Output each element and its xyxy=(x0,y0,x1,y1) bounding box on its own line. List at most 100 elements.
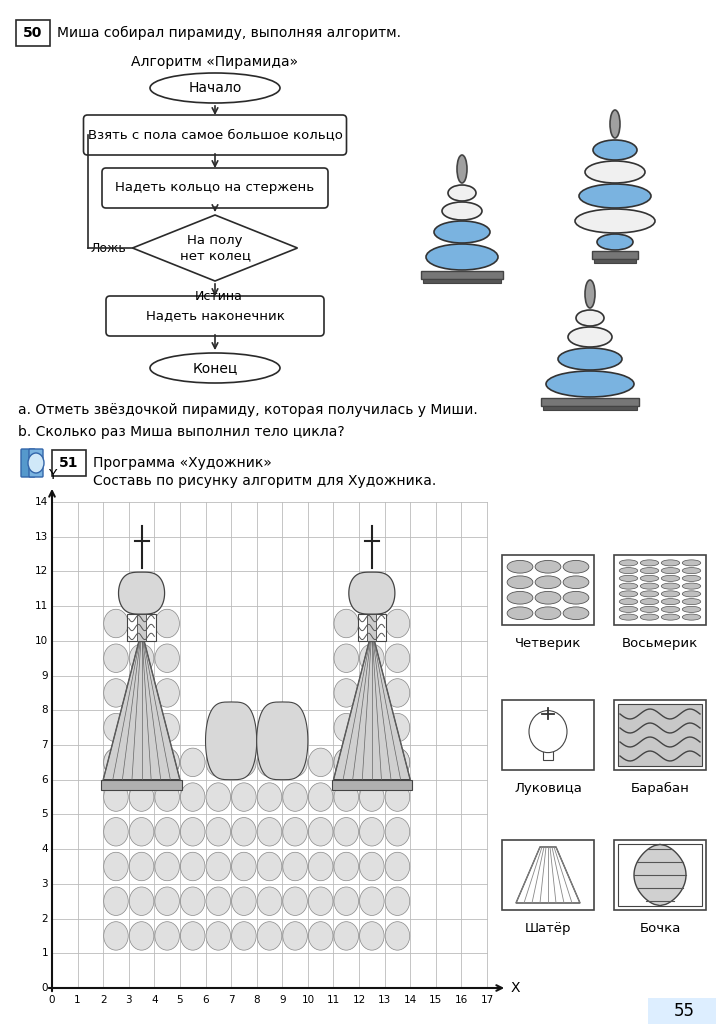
Text: 1: 1 xyxy=(74,995,81,1005)
Ellipse shape xyxy=(130,887,154,915)
Ellipse shape xyxy=(334,644,359,673)
Ellipse shape xyxy=(662,606,679,612)
FancyBboxPatch shape xyxy=(502,700,594,770)
Ellipse shape xyxy=(334,679,359,708)
Ellipse shape xyxy=(507,560,533,573)
Ellipse shape xyxy=(257,749,282,776)
Ellipse shape xyxy=(155,852,180,881)
Ellipse shape xyxy=(180,922,205,950)
Text: 11: 11 xyxy=(326,995,340,1005)
Text: 8: 8 xyxy=(253,995,260,1005)
Bar xyxy=(127,614,155,641)
Bar xyxy=(52,502,487,988)
Ellipse shape xyxy=(640,583,659,589)
Ellipse shape xyxy=(283,922,307,950)
Ellipse shape xyxy=(546,371,634,397)
Ellipse shape xyxy=(180,887,205,915)
Text: 9: 9 xyxy=(279,995,286,1005)
Bar xyxy=(543,406,637,410)
Text: Миша собирал пирамиду, выполняя алгоритм.: Миша собирал пирамиду, выполняя алгоритм… xyxy=(57,26,401,40)
Ellipse shape xyxy=(563,560,589,573)
Ellipse shape xyxy=(619,583,638,589)
Ellipse shape xyxy=(640,560,659,566)
Text: 14: 14 xyxy=(404,995,417,1005)
Ellipse shape xyxy=(385,714,410,741)
Text: 9: 9 xyxy=(42,671,48,681)
Text: Y: Y xyxy=(48,468,56,482)
Ellipse shape xyxy=(257,887,282,915)
Ellipse shape xyxy=(309,782,333,811)
Ellipse shape xyxy=(283,749,307,776)
Ellipse shape xyxy=(130,714,154,741)
Ellipse shape xyxy=(448,185,476,201)
Bar xyxy=(541,398,639,406)
Ellipse shape xyxy=(232,922,256,950)
Ellipse shape xyxy=(619,591,638,597)
Bar xyxy=(421,271,503,279)
Ellipse shape xyxy=(28,453,44,473)
Ellipse shape xyxy=(104,714,128,741)
Ellipse shape xyxy=(619,567,638,573)
Text: X: X xyxy=(511,981,521,995)
Text: Начало: Начало xyxy=(188,81,242,95)
Ellipse shape xyxy=(434,221,490,243)
Ellipse shape xyxy=(130,749,154,776)
Ellipse shape xyxy=(130,749,154,776)
Ellipse shape xyxy=(130,852,154,881)
Ellipse shape xyxy=(334,609,359,638)
Text: 1: 1 xyxy=(42,948,48,958)
Ellipse shape xyxy=(619,599,638,604)
Text: Конец: Конец xyxy=(193,361,238,375)
Ellipse shape xyxy=(662,591,679,597)
Ellipse shape xyxy=(104,782,128,811)
Ellipse shape xyxy=(130,609,154,638)
Text: 3: 3 xyxy=(125,995,132,1005)
Ellipse shape xyxy=(180,782,205,811)
Ellipse shape xyxy=(507,575,533,589)
Ellipse shape xyxy=(585,161,645,183)
Text: Шатёр: Шатёр xyxy=(525,922,571,935)
Text: 51: 51 xyxy=(59,456,79,470)
Polygon shape xyxy=(349,572,395,614)
Text: 8: 8 xyxy=(42,706,48,716)
Bar xyxy=(618,844,702,906)
Ellipse shape xyxy=(130,922,154,950)
Text: Взять с пола самое большое кольцо: Взять с пола самое большое кольцо xyxy=(87,128,342,141)
Ellipse shape xyxy=(150,353,280,383)
Text: 10: 10 xyxy=(301,995,314,1005)
Ellipse shape xyxy=(155,644,180,673)
Text: Надеть наконечник: Надеть наконечник xyxy=(145,309,284,323)
Bar xyxy=(423,279,501,283)
Ellipse shape xyxy=(155,749,180,776)
Ellipse shape xyxy=(206,922,231,950)
Bar xyxy=(332,779,412,791)
FancyBboxPatch shape xyxy=(84,115,347,155)
Ellipse shape xyxy=(385,782,410,811)
Bar xyxy=(618,705,702,766)
FancyBboxPatch shape xyxy=(502,840,594,910)
Text: Луковица: Луковица xyxy=(514,782,582,795)
Ellipse shape xyxy=(359,887,384,915)
Ellipse shape xyxy=(662,567,679,573)
FancyBboxPatch shape xyxy=(614,840,706,910)
Ellipse shape xyxy=(283,852,307,881)
Ellipse shape xyxy=(206,852,231,881)
Ellipse shape xyxy=(576,310,604,326)
Text: 15: 15 xyxy=(429,995,442,1005)
Text: 4: 4 xyxy=(151,995,158,1005)
Ellipse shape xyxy=(309,852,333,881)
FancyBboxPatch shape xyxy=(52,450,86,476)
Ellipse shape xyxy=(619,575,638,582)
Text: 50: 50 xyxy=(24,26,43,40)
Ellipse shape xyxy=(579,184,651,208)
Text: 5: 5 xyxy=(177,995,183,1005)
Ellipse shape xyxy=(442,202,482,220)
Text: 13: 13 xyxy=(35,531,48,542)
Text: 10: 10 xyxy=(35,636,48,646)
Ellipse shape xyxy=(385,749,410,776)
Ellipse shape xyxy=(662,575,679,582)
FancyBboxPatch shape xyxy=(614,555,706,625)
Text: 13: 13 xyxy=(378,995,391,1005)
Ellipse shape xyxy=(682,591,701,597)
Text: На полу
нет колец: На полу нет колец xyxy=(180,234,251,262)
